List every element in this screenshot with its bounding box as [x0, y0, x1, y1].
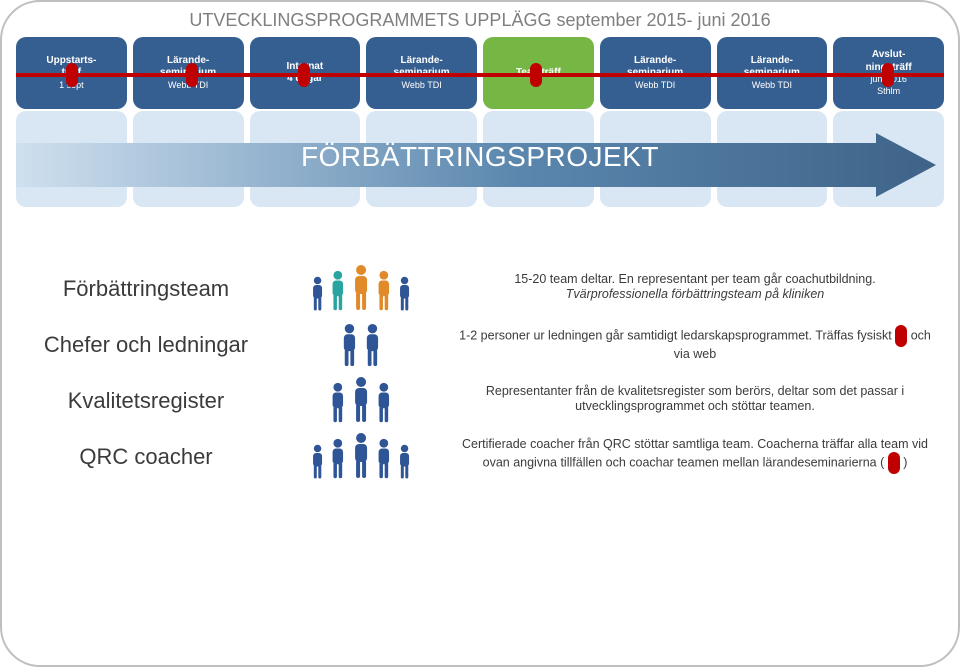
timeline-marker — [882, 63, 894, 87]
inline-marker-icon — [888, 452, 900, 474]
groups-people — [286, 261, 436, 485]
timeline-marker — [186, 63, 198, 87]
group-desc: 1-2 personer ur ledningen går samtidigt … — [454, 321, 936, 367]
groups-labels: Förbättringsteam Chefer och ledningar Kval… — [16, 261, 276, 485]
inline-marker-icon — [895, 325, 907, 347]
stage-line3: Webb TDI — [370, 80, 473, 91]
desc-text: 1-2 personer ur ledningen går samtidigt … — [459, 328, 895, 342]
person-icon-wrap — [351, 264, 371, 317]
arrow-block: FÖRBÄTTRINGSPROJEKT — [16, 129, 944, 209]
person-icon — [310, 276, 325, 312]
person-icon-wrap — [351, 432, 371, 485]
people-row — [310, 261, 412, 317]
person-icon — [375, 270, 393, 312]
person-icon-wrap — [329, 382, 347, 429]
person-icon — [351, 376, 371, 424]
stage-line1: Lärande- — [721, 55, 824, 68]
person-icon — [375, 382, 393, 424]
group-desc: Representanter från de kvalitetsregister… — [454, 380, 936, 419]
desc-line: 15-20 team deltar. En representant per t… — [454, 272, 936, 288]
desc-line: Tvärprofessionella förbättringsteam på k… — [454, 287, 936, 303]
person-icon-wrap — [397, 276, 412, 317]
person-icon — [375, 438, 393, 480]
person-icon — [329, 438, 347, 480]
person-icon-wrap — [310, 444, 325, 485]
person-icon — [363, 323, 382, 368]
person-icon — [351, 264, 371, 312]
group-desc: 15-20 team deltar. En representant per t… — [454, 268, 936, 307]
page-title: UTVECKLINGSPROGRAMMETS UPPLÄGG september… — [16, 10, 944, 31]
person-icon-wrap — [329, 438, 347, 485]
stage-line1: Lärande- — [370, 55, 473, 68]
stage-line3: Webb TDI — [721, 80, 824, 91]
person-icon — [329, 382, 347, 424]
timeline-line — [16, 73, 944, 77]
arrow-label: FÖRBÄTTRINGSPROJEKT — [16, 141, 944, 173]
group-label: QRC coacher — [16, 434, 276, 480]
group-desc: Certifierade coacher från QRC stöttar sa… — [454, 433, 936, 479]
person-icon-wrap — [310, 276, 325, 317]
desc-text: Certifierade coacher från QRC stöttar sa… — [462, 437, 928, 470]
timeline-marker — [298, 63, 310, 87]
person-icon — [329, 270, 347, 312]
group-label: Kvalitetsregister — [16, 378, 276, 424]
lower-section: Förbättringsteam Chefer och ledningar Kval… — [16, 261, 944, 485]
person-icon-wrap — [375, 438, 393, 485]
stage-line1: Lärande- — [604, 55, 707, 68]
page-frame: UTVECKLINGSPROGRAMMETS UPPLÄGG september… — [0, 0, 960, 667]
person-icon-wrap — [375, 382, 393, 429]
person-icon-wrap — [375, 270, 393, 317]
person-icon — [310, 444, 325, 480]
person-icon — [351, 432, 371, 480]
people-row — [310, 429, 412, 485]
group-label: Förbättringsteam — [16, 266, 276, 312]
person-icon — [397, 444, 412, 480]
person-icon-wrap — [329, 270, 347, 317]
people-row — [329, 373, 392, 429]
people-row — [340, 317, 382, 373]
timeline-marker — [66, 63, 78, 87]
person-icon-wrap — [397, 444, 412, 485]
stage-line3: Webb TDI — [604, 80, 707, 91]
groups-desc: 15-20 team deltar. En representant per t… — [446, 261, 944, 485]
stage-line3: Sthlm — [837, 86, 940, 97]
group-label: Chefer och ledningar — [16, 322, 276, 368]
person-icon-wrap — [340, 323, 359, 373]
person-icon — [397, 276, 412, 312]
stage-line1: Avslut- — [837, 49, 940, 62]
timeline-marker — [530, 63, 542, 87]
person-icon — [340, 323, 359, 368]
person-icon-wrap — [363, 323, 382, 373]
desc-text: ) — [900, 456, 908, 470]
person-icon-wrap — [351, 376, 371, 429]
